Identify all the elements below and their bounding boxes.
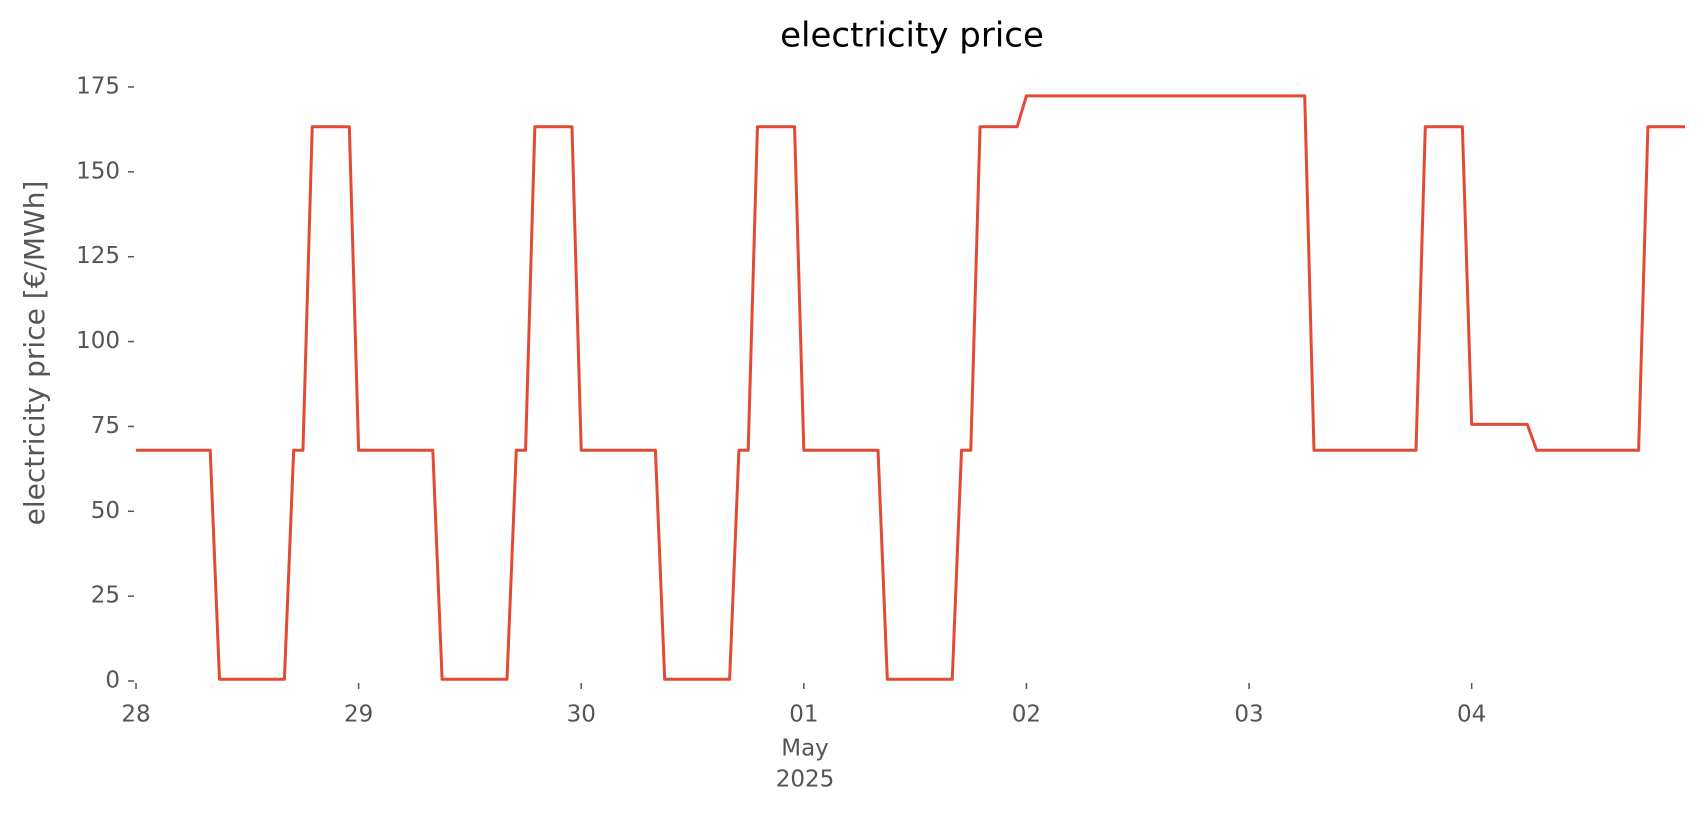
- y-axis-label: electricity price [€/MWh]: [18, 181, 51, 526]
- y-tick-label: 50: [91, 498, 120, 524]
- y-tick-label: 0: [105, 668, 120, 694]
- y-tick-label: 125: [76, 243, 120, 269]
- x-tick-label: 30: [567, 702, 596, 728]
- x-tick-label: 04: [1457, 702, 1486, 728]
- x-sublabel: 2025: [776, 767, 835, 793]
- y-tick-label: 150: [76, 158, 120, 184]
- y-tick-label: 175: [76, 74, 120, 100]
- y-tick-label: 75: [91, 413, 120, 439]
- chart-title: electricity price: [780, 16, 1044, 56]
- y-tick-label: 100: [76, 328, 120, 354]
- x-sublabel: May: [781, 736, 829, 762]
- x-tick-label: 28: [121, 702, 150, 728]
- line: [136, 94, 1685, 681]
- y-tick-label: 25: [91, 583, 120, 609]
- x-tick-label: 01: [789, 702, 818, 728]
- x-tick-label: 02: [1012, 702, 1041, 728]
- x-tick-label: 03: [1234, 702, 1263, 728]
- x-tick-label: 29: [344, 702, 373, 728]
